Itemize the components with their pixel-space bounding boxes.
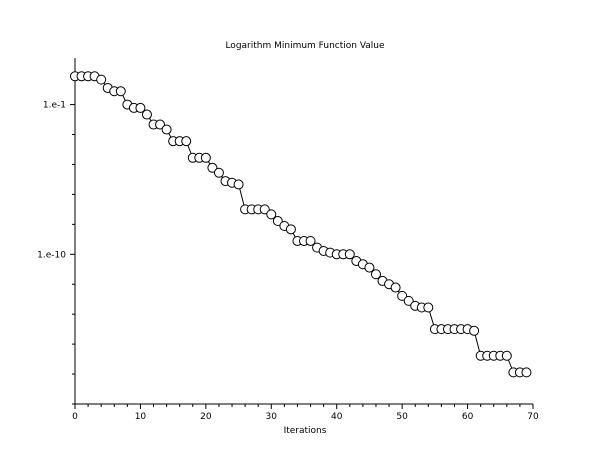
x-axis-label: Iterations xyxy=(284,426,327,436)
x-tick-label: 70 xyxy=(527,412,539,422)
x-tick-label: 10 xyxy=(135,412,147,422)
x-tick-label: 20 xyxy=(200,412,212,422)
x-tick-label: 50 xyxy=(396,412,408,422)
data-point xyxy=(135,102,146,113)
x-tick-label: 30 xyxy=(266,412,278,422)
data-point xyxy=(96,74,107,85)
data-point xyxy=(521,367,532,378)
data-point xyxy=(305,235,316,246)
data-point xyxy=(423,302,434,313)
data-point xyxy=(161,124,172,135)
data-point xyxy=(364,262,375,273)
data-point xyxy=(390,282,401,293)
data-point xyxy=(259,204,270,215)
data-point xyxy=(344,249,355,260)
data-point xyxy=(207,162,218,173)
data-point xyxy=(370,269,381,280)
data-point xyxy=(469,325,480,336)
x-tick-label: 60 xyxy=(462,412,474,422)
data-point xyxy=(285,224,296,235)
chart-title: Logarithm Minimum Function Value xyxy=(225,41,385,51)
data-point xyxy=(141,109,152,120)
data-point xyxy=(155,119,166,130)
data-point xyxy=(233,179,244,190)
y-tick-label: 1.e-1 xyxy=(43,101,66,111)
x-tick-label: 0 xyxy=(72,412,78,422)
data-point xyxy=(266,209,277,220)
data-point xyxy=(213,167,224,178)
data-point xyxy=(115,86,126,97)
data-point xyxy=(181,136,192,147)
x-tick-label: 40 xyxy=(331,412,343,422)
data-point xyxy=(397,290,408,301)
data-point xyxy=(272,216,283,227)
series xyxy=(70,71,532,378)
axes: 0 10 20 30 40 50 60 70 1.e-1 1.e-10 xyxy=(37,58,539,422)
data-point xyxy=(403,295,414,306)
data-point xyxy=(501,350,512,361)
data-point xyxy=(200,152,211,163)
y-tick-label: 1.e-10 xyxy=(37,250,66,260)
